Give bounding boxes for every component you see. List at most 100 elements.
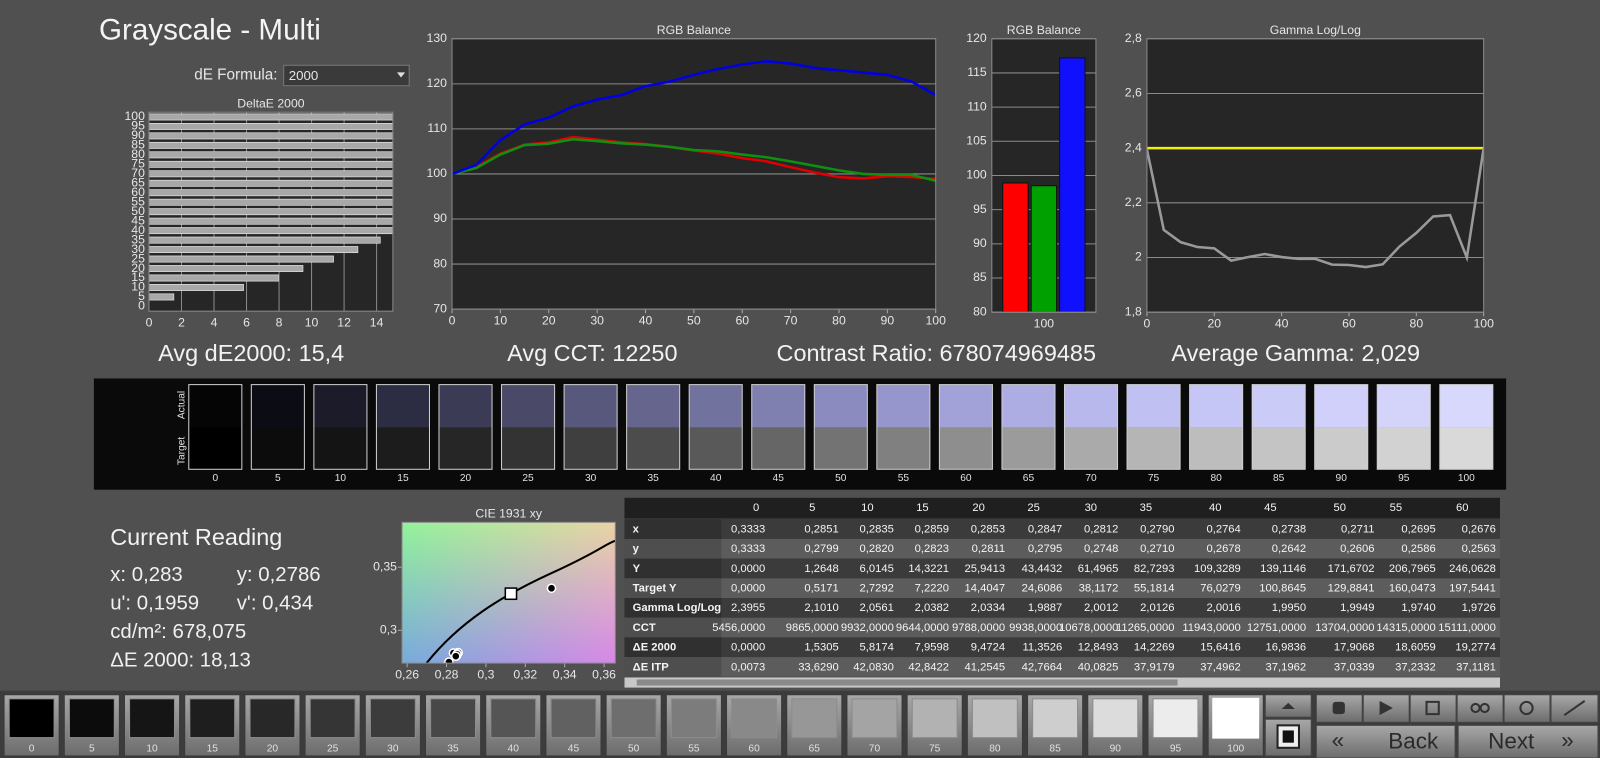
tool-button[interactable]	[1503, 694, 1551, 723]
y-tick-label: 120	[427, 76, 448, 90]
bar	[148, 170, 393, 178]
patch-label: 100	[1227, 744, 1244, 755]
swatch-label: 100	[1458, 473, 1475, 484]
table-row	[624, 558, 1500, 579]
actual-label: Actual	[176, 391, 187, 419]
table-cell: 16,9836	[1266, 642, 1307, 654]
y-tick-label: 65	[131, 176, 145, 190]
patch-color	[189, 698, 236, 739]
scroll-thumb[interactable]	[636, 679, 1178, 686]
table-cell: 0,2748	[1084, 543, 1118, 555]
patch-label: 65	[809, 744, 821, 755]
y-tick-label: 2,4	[1125, 140, 1142, 154]
table-row	[624, 538, 1500, 559]
y-tick-label: 75	[131, 157, 145, 171]
x-tick-label: 100	[1034, 317, 1055, 331]
table-row	[624, 637, 1500, 658]
table-row	[624, 578, 1500, 599]
bar	[1030, 185, 1058, 313]
actual-swatch	[751, 384, 805, 428]
table-cell: 0,2820	[860, 543, 894, 555]
reading-delta-e: ΔE 2000: 18,13	[110, 649, 251, 671]
bar	[148, 293, 175, 301]
bar	[148, 113, 393, 121]
x-tick-label: 20	[542, 314, 556, 328]
column-header: 35	[1140, 502, 1152, 514]
swatch-label: 95	[1398, 473, 1410, 484]
target-swatch	[1064, 427, 1118, 470]
swatch-border	[1439, 384, 1494, 470]
y-tick-label: 95	[973, 202, 987, 216]
swatch-label: 85	[1273, 473, 1285, 484]
swatch-label: 20	[460, 473, 472, 484]
swatch-border	[751, 384, 806, 470]
patch-label: 60	[748, 744, 760, 755]
target-swatch	[1252, 427, 1306, 470]
row-label: CCT	[633, 622, 656, 634]
target-swatch	[1439, 427, 1493, 470]
formula-select[interactable]	[283, 64, 410, 87]
swatch-label: 60	[960, 473, 972, 484]
row-label: Y	[633, 563, 641, 575]
actual-swatch	[1439, 384, 1493, 428]
patch-label: 90	[1110, 744, 1122, 755]
patch-color	[369, 698, 416, 739]
column-header: 45	[1264, 502, 1276, 514]
stat: Average Gamma: 2,029	[1171, 340, 1420, 366]
table-cell: 61,4965	[1078, 563, 1119, 575]
y-tick-label: 70	[433, 301, 447, 315]
y-tick-label: 110	[967, 99, 987, 113]
table-cell: 9865,0000	[786, 622, 839, 634]
y-tick-label: 10	[131, 280, 145, 294]
swatch-border	[813, 384, 868, 470]
table-cell: 0,2811	[972, 543, 1005, 555]
back-button[interactable]	[1315, 724, 1456, 758]
target-point	[504, 587, 518, 601]
table-cell: 0,2859	[915, 523, 949, 535]
swatch-label: 15	[397, 473, 409, 484]
table-cell: 12,8493	[1078, 642, 1119, 654]
table-cell: 2,0382	[915, 602, 949, 614]
actual-swatch	[376, 384, 430, 428]
patch-label: 0	[29, 744, 35, 755]
reading-x: x: 0,283	[110, 564, 183, 586]
patch-color	[670, 698, 717, 739]
x-tick-label: 8	[276, 316, 283, 330]
table-cell: 0,2678	[1206, 543, 1240, 555]
y-tick-label: 2,6	[1125, 86, 1142, 100]
table-cell: 5,8174	[860, 642, 894, 654]
reading-y: y: 0,2786	[237, 564, 321, 586]
table-cell: 0,2851	[804, 523, 838, 535]
y-tick-label: 2,2	[1125, 195, 1142, 209]
next-button[interactable]	[1457, 724, 1599, 758]
table-cell: 7,9598	[915, 642, 949, 654]
y-tick-label: 0,35	[373, 559, 397, 573]
column-header: 5	[809, 502, 815, 514]
table-cell: 129,8841	[1328, 583, 1375, 595]
table-cell: 1,5305	[804, 642, 838, 654]
up-icon	[1281, 702, 1295, 710]
swatch-label: 90	[1336, 473, 1348, 484]
y-tick-label: 5	[138, 289, 145, 303]
table-cell: 6,0145	[860, 563, 894, 575]
plot-area	[1146, 38, 1484, 313]
x-tick-label: 60	[1342, 317, 1356, 331]
table-cell: 2,0016	[1206, 602, 1240, 614]
patch-label: 85	[1049, 744, 1061, 755]
stat: Contrast Ratio: 678074969485	[777, 340, 1097, 366]
table-cell: 0,2711	[1341, 523, 1374, 535]
table-cell: 9788,0000	[952, 622, 1005, 634]
bar	[148, 160, 393, 168]
stat: Avg CCT: 12250	[507, 340, 677, 366]
table-cell: 100,8645	[1259, 583, 1306, 595]
measured-point	[450, 651, 461, 662]
swatch-border	[1001, 384, 1056, 470]
line-series	[452, 60, 936, 176]
y-tick-label: 90	[973, 236, 987, 250]
patch-label: 5	[89, 744, 95, 755]
table-cell: 43,4432	[1022, 563, 1063, 575]
actual-swatch	[939, 384, 993, 428]
tool-button[interactable]	[1409, 694, 1457, 723]
table-cell: 33,6290	[798, 661, 839, 673]
patch-label: 45	[568, 744, 580, 755]
